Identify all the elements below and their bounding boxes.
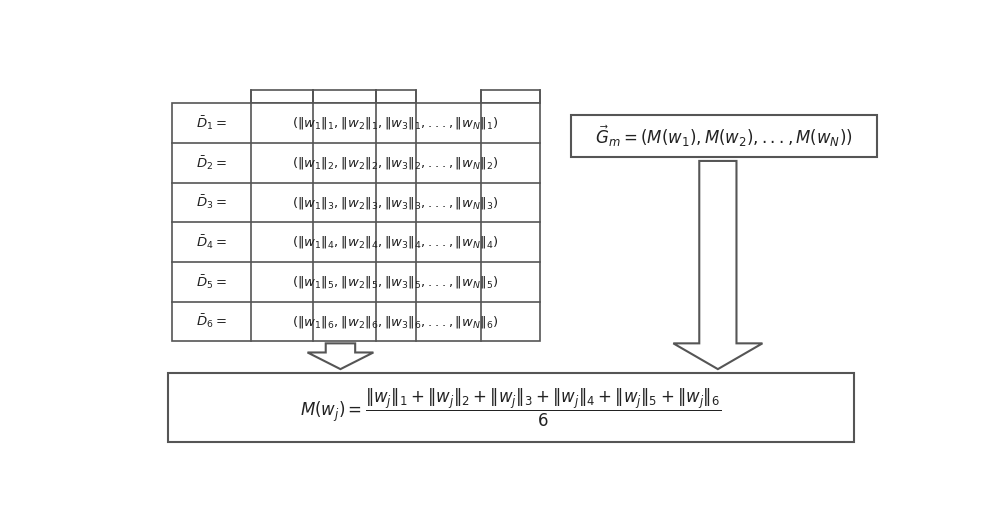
Text: $(\|w_1\|_5,\|w_2\|_5,\|w_3\|_5,...,\|w_N\|_5)$: $(\|w_1\|_5,\|w_2\|_5,\|w_3\|_5,...,\|w_… [292, 274, 498, 290]
Bar [481, 90, 540, 104]
Bar [571, 115, 877, 157]
Text: $\bar{D}_3 = $: $\bar{D}_3 = $ [196, 194, 226, 212]
Text: $\bar{D}_6 = $: $\bar{D}_6 = $ [196, 313, 226, 331]
Text: $(\|w_1\|_2,\|w_2\|_2,\|w_3\|_2,...,\|w_N\|_2)$: $(\|w_1\|_2,\|w_2\|_2,\|w_3\|_2,...,\|w_… [292, 155, 498, 171]
Bar [251, 90, 313, 104]
Text: $(\|w_1\|_3,\|w_2\|_3,\|w_3\|_3,...,\|w_N\|_3)$: $(\|w_1\|_3,\|w_2\|_3,\|w_3\|_3,...,\|w_… [292, 195, 498, 211]
Text: $\vec{G}_m = (M(w_1), M(w_2), ..., M(w_N))$: $\vec{G}_m = (M(w_1), M(w_2), ..., M(w_N… [595, 124, 853, 149]
Text: $\bar{D}_1 = $: $\bar{D}_1 = $ [196, 114, 226, 132]
Bar [168, 373, 854, 442]
Polygon shape [308, 344, 373, 369]
Bar [172, 104, 540, 341]
Polygon shape [673, 161, 762, 369]
Bar [313, 90, 376, 104]
Text: $(\|w_1\|_4,\|w_2\|_4,\|w_3\|_4,...,\|w_N\|_4)$: $(\|w_1\|_4,\|w_2\|_4,\|w_3\|_4,...,\|w_… [292, 234, 498, 250]
Text: $\bar{D}_4 = $: $\bar{D}_4 = $ [196, 233, 226, 251]
Text: $M(w_j) = \dfrac{\|w_j\|_1 + \|w_j\|_2 + \|w_j\|_3 + \|w_j\|_4 + \|w_j\|_5 + \|w: $M(w_j) = \dfrac{\|w_j\|_1 + \|w_j\|_2 +… [300, 387, 721, 429]
Text: $(\|w_1\|_1,\|w_2\|_1,\|w_3\|_1,...,\|w_N\|_1)$: $(\|w_1\|_1,\|w_2\|_1,\|w_3\|_1,...,\|w_… [292, 115, 498, 131]
Text: $(\|w_1\|_6,\|w_2\|_6,\|w_3\|_6,...,\|w_N\|_6)$: $(\|w_1\|_6,\|w_2\|_6,\|w_3\|_6,...,\|w_… [292, 314, 498, 330]
Bar [376, 90, 416, 104]
Text: $\bar{D}_5 = $: $\bar{D}_5 = $ [196, 273, 226, 291]
Text: $\bar{D}_2 = $: $\bar{D}_2 = $ [196, 154, 226, 172]
